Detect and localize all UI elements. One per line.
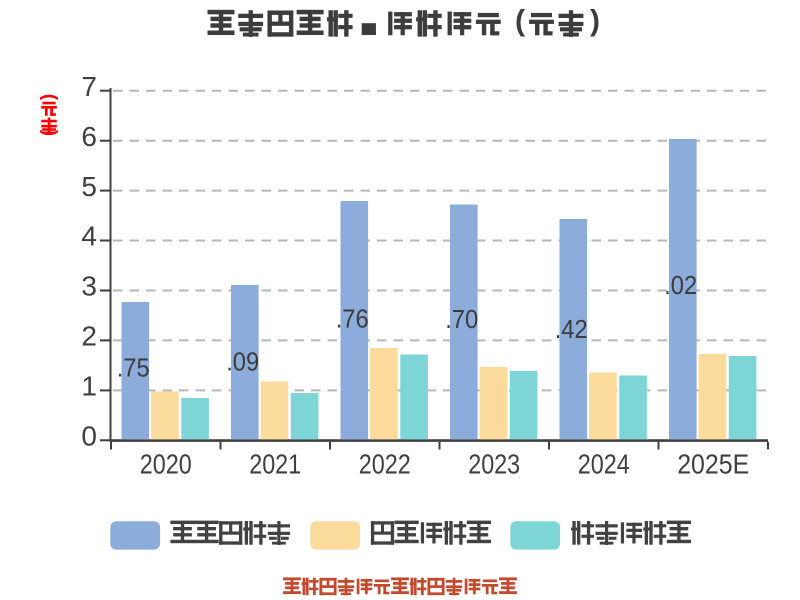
svg-text:2024: 2024 — [578, 449, 630, 480]
svg-text:2021: 2021 — [249, 449, 301, 480]
svg-text:.76: .76 — [336, 303, 369, 333]
svg-text:3: 3 — [81, 271, 97, 302]
svg-text:.09: .09 — [226, 346, 259, 376]
svg-text:2: 2 — [81, 321, 97, 352]
svg-text:): ) — [38, 94, 59, 100]
svg-text:0: 0 — [81, 420, 97, 451]
svg-text:.02: .02 — [664, 270, 697, 300]
svg-text:2023: 2023 — [468, 449, 520, 480]
svg-text:): ) — [590, 5, 600, 38]
svg-text:2022: 2022 — [359, 449, 411, 480]
svg-text:6: 6 — [81, 121, 97, 152]
svg-text:5: 5 — [81, 171, 97, 202]
svg-text:2025E: 2025E — [677, 449, 749, 480]
svg-text:.42: .42 — [555, 314, 588, 344]
svg-text:.70: .70 — [445, 304, 478, 334]
svg-text:(: ( — [515, 5, 525, 38]
svg-text:4: 4 — [81, 221, 97, 252]
svg-text:(: ( — [38, 129, 59, 136]
svg-text:2020: 2020 — [140, 449, 192, 480]
svg-text:.75: .75 — [117, 352, 150, 382]
svg-text:1: 1 — [81, 371, 97, 402]
svg-text:7: 7 — [81, 71, 97, 102]
